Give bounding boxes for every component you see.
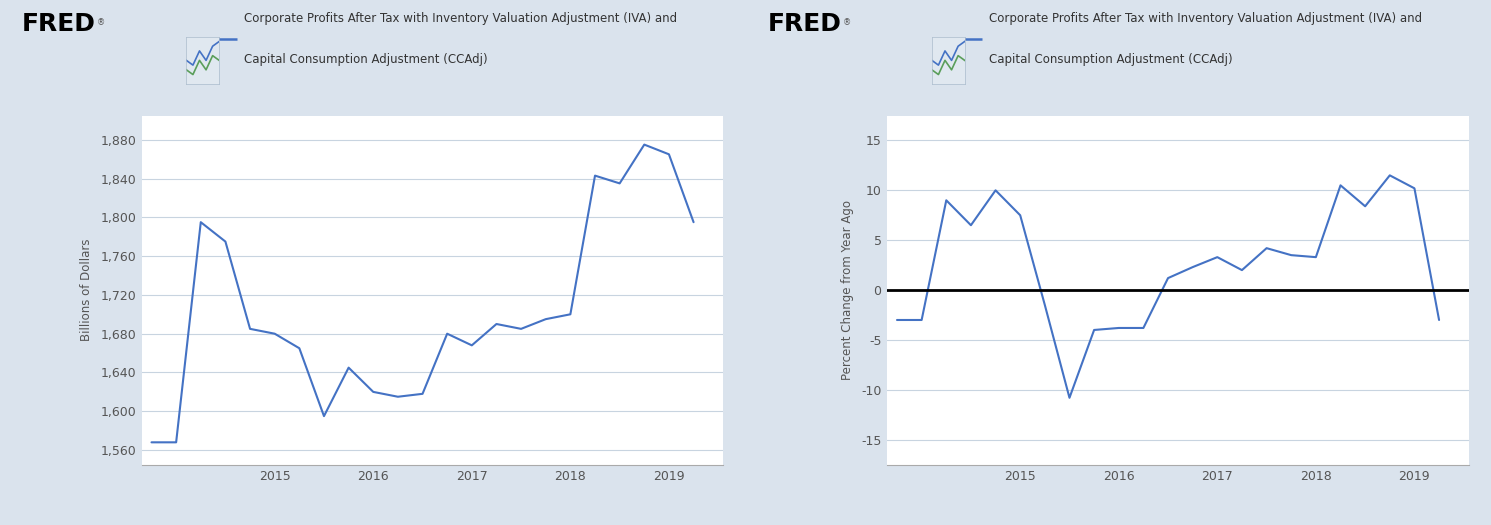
Text: Capital Consumption Adjustment (CCAdj): Capital Consumption Adjustment (CCAdj) [245, 53, 488, 66]
Text: FRED: FRED [22, 12, 95, 36]
Text: Corporate Profits After Tax with Inventory Valuation Adjustment (IVA) and: Corporate Profits After Tax with Invento… [990, 12, 1422, 25]
Text: ®: ® [97, 18, 106, 27]
Text: FRED: FRED [768, 12, 841, 36]
Text: Corporate Profits After Tax with Inventory Valuation Adjustment (IVA) and: Corporate Profits After Tax with Invento… [245, 12, 677, 25]
Y-axis label: Percent Change from Year Ago: Percent Change from Year Ago [841, 200, 854, 380]
Text: ®: ® [842, 18, 851, 27]
Y-axis label: Billions of Dollars: Billions of Dollars [81, 239, 94, 341]
Text: Capital Consumption Adjustment (CCAdj): Capital Consumption Adjustment (CCAdj) [990, 53, 1233, 66]
